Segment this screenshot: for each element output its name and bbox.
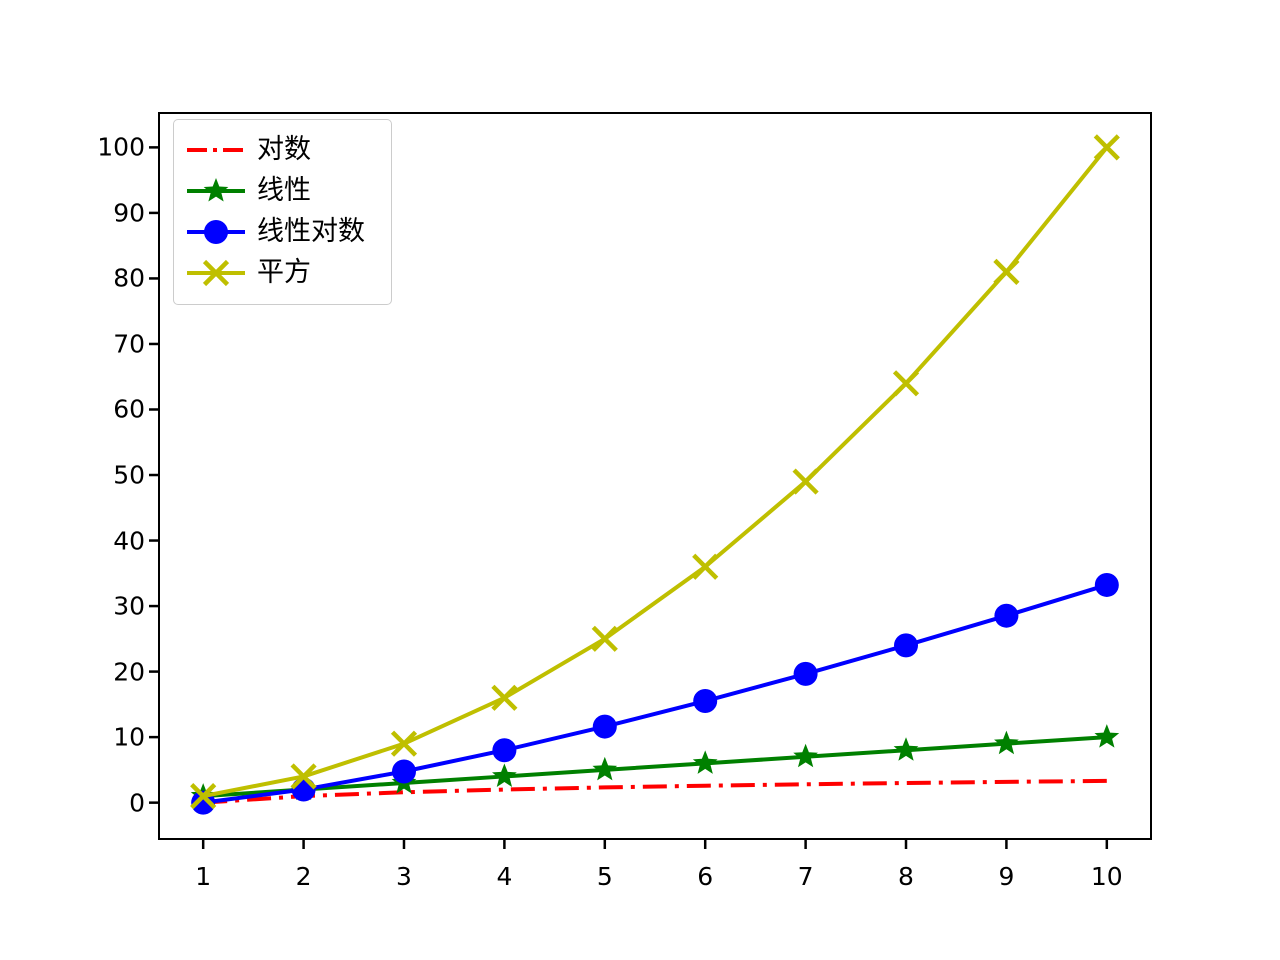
legend-label: 线性对数 xyxy=(257,216,365,247)
legend-swatch-none-icon xyxy=(185,135,247,165)
y-tick-label: 40 xyxy=(113,526,145,556)
legend-item-3[interactable]: 线性对数 xyxy=(185,211,380,252)
y-tick-label: 60 xyxy=(113,394,145,424)
legend-label: 线性 xyxy=(257,175,311,206)
x-tick-label: 10 xyxy=(1090,862,1123,891)
legend-swatch-circle-icon xyxy=(185,217,247,247)
y-tick-label: 90 xyxy=(113,198,145,228)
y-tick-label: 100 xyxy=(97,132,145,162)
legend-item-2[interactable]: 线性 xyxy=(185,170,380,211)
legend-item-1[interactable]: 对数 xyxy=(185,129,380,170)
y-tick-label: 20 xyxy=(113,657,145,687)
legend-label: 对数 xyxy=(257,134,311,165)
y-tick-label: 80 xyxy=(113,263,145,293)
legend-swatch-star-icon xyxy=(185,176,247,206)
x-tick-label: 4 xyxy=(496,862,513,891)
x-tick-label: 7 xyxy=(797,862,814,891)
x-tick-label: 9 xyxy=(998,862,1015,891)
y-tick-label: 70 xyxy=(113,329,145,359)
x-tick-label: 3 xyxy=(396,862,412,891)
y-tick-label: 30 xyxy=(113,591,145,621)
x-tick-label: 6 xyxy=(697,862,714,891)
y-tick-label: 0 xyxy=(129,788,145,818)
legend-label: 平方 xyxy=(257,257,311,288)
x-tick-label: 8 xyxy=(898,862,914,891)
chart-legend[interactable]: 对数线性线性对数平方 xyxy=(173,119,392,305)
legend-item-4[interactable]: 平方 xyxy=(185,252,380,293)
x-tick-label: 2 xyxy=(295,862,312,891)
y-tick-label: 50 xyxy=(113,460,145,490)
x-tick-label: 5 xyxy=(596,862,613,891)
x-tick-label: 1 xyxy=(195,862,212,891)
y-tick-label: 10 xyxy=(113,722,145,752)
legend-swatch-x-icon xyxy=(185,258,247,288)
